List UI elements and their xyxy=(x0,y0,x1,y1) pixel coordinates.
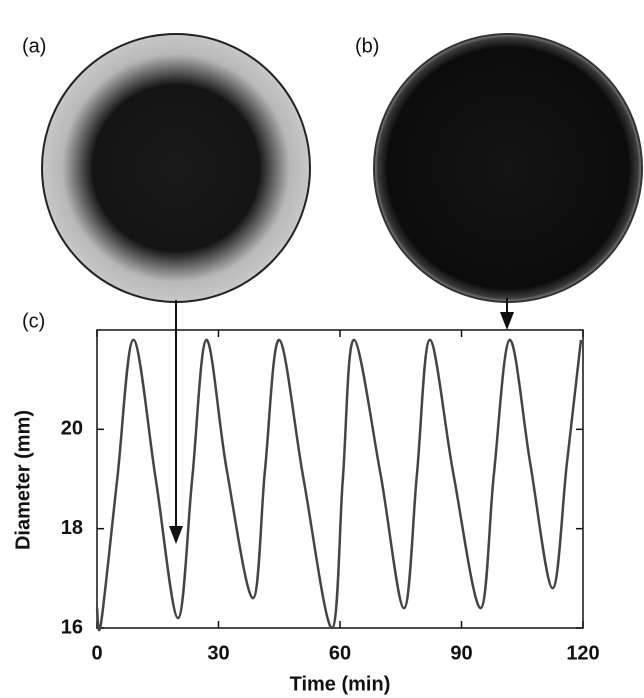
panel-label: (c) xyxy=(22,310,45,332)
x-tick-label: 90 xyxy=(450,642,472,664)
panel-label: (b) xyxy=(355,35,379,57)
photo-b xyxy=(373,33,643,303)
y-tick-label: 18 xyxy=(61,517,83,539)
photo-a xyxy=(41,33,311,303)
data-line xyxy=(95,338,583,632)
x-tick-label: 120 xyxy=(566,642,599,664)
y-tick-label: 20 xyxy=(61,418,83,440)
panel-label: (a) xyxy=(22,35,46,57)
arrow-a-head xyxy=(169,526,183,544)
x-tick-label: 30 xyxy=(207,642,229,664)
x-tick-label: 0 xyxy=(91,642,102,664)
x-tick-label: 60 xyxy=(329,642,351,664)
y-tick-label: 16 xyxy=(61,616,83,638)
y-axis-label: Diameter (mm) xyxy=(12,410,34,550)
x-axis-label: Time (min) xyxy=(290,673,391,695)
arrow-b-head xyxy=(500,312,514,330)
